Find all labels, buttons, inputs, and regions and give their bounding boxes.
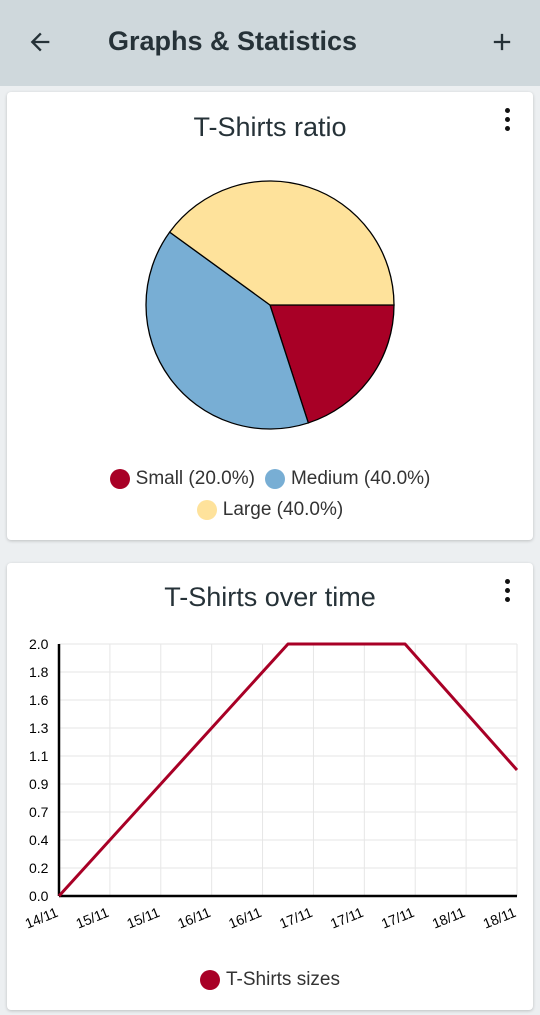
y-tick-label: 1.6 [29,692,49,708]
series-line-tshirt-sizes[interactable] [57,642,519,898]
x-tick-label: 17/11 [328,904,366,932]
line-legend: T-Shirts sizes [7,969,533,991]
app-bar: Graphs & Statistics [0,0,540,86]
y-tick-label: 1.3 [29,720,49,736]
legend-item-small: Small (20.0%) [109,468,255,490]
arrow-left-icon [30,32,50,52]
y-tick-label: 0.4 [29,832,49,848]
pie-legend-row-1: Small (20.0%) Medium (40.0%) [7,468,533,490]
legend-item-medium: Medium (40.0%) [264,468,431,490]
legend-label-tshirt-sizes: T-Shirts sizes [225,969,341,990]
back-button[interactable] [22,24,58,60]
legend-label-large: Large (40.0%) [222,499,344,520]
y-tick-label: 0.2 [29,860,49,876]
x-tick-label: 16/11 [226,904,264,932]
legend-item-large: Large (40.0%) [196,499,344,521]
x-tick-label: 14/11 [23,904,61,932]
plus-icon [493,33,511,51]
line-chart-title: T-Shirts over time [164,582,376,612]
pie-slice-large[interactable] [168,180,395,306]
x-tick-label: 17/11 [277,904,315,932]
y-tick-label: 0.9 [29,776,49,792]
line-chart-card: T-Shirts over time 0.0 0.2 0.4 0.7 0.9 1.1 1.3… [7,563,533,1010]
x-tick-label: 15/11 [73,904,111,932]
more-vert-icon [504,578,510,584]
line-chart: 0.0 0.2 0.4 0.7 0.9 1.1 1.3 1.6 1.8 2.0 14/11 15/11… [23,636,519,932]
line-card-menu-button[interactable] [497,575,517,605]
page-title: Graphs & Statistics [108,26,358,56]
x-tick-label: 18/11 [481,904,519,932]
pie-chart [145,180,395,430]
pie-card-menu-button[interactable] [497,104,517,134]
y-tick-label: 1.1 [29,748,49,764]
x-tick-label: 16/11 [175,904,213,932]
x-tick-label: 18/11 [430,904,468,932]
add-button[interactable] [484,24,520,60]
pie-chart-title: T-Shirts ratio [193,112,347,142]
legend-dot-large [196,500,217,520]
legend-label-medium: Medium (40.0%) [290,468,431,489]
legend-dot-medium [264,469,285,489]
legend-label-small: Small (20.0%) [135,468,255,489]
x-tick-label: 15/11 [124,904,162,932]
y-tick-label: 1.8 [29,664,49,680]
legend-item-tshirt-sizes: T-Shirts sizes [199,969,341,991]
y-tick-label: 0.7 [29,804,49,820]
pie-chart-card: T-Shirts ratio Small (20.0%) Medium (40.… [7,92,533,540]
legend-dot-small [109,469,130,489]
more-vert-icon [504,107,510,113]
y-tick-label: 0.0 [29,888,49,904]
pie-legend-row-2: Large (40.0%) [7,499,533,521]
pie-slice-small[interactable] [269,304,395,424]
pie-slice-medium[interactable] [145,231,310,430]
y-tick-label: 2.0 [29,636,49,652]
legend-dot-tshirt-sizes [199,970,220,990]
x-tick-label: 17/11 [379,904,417,932]
